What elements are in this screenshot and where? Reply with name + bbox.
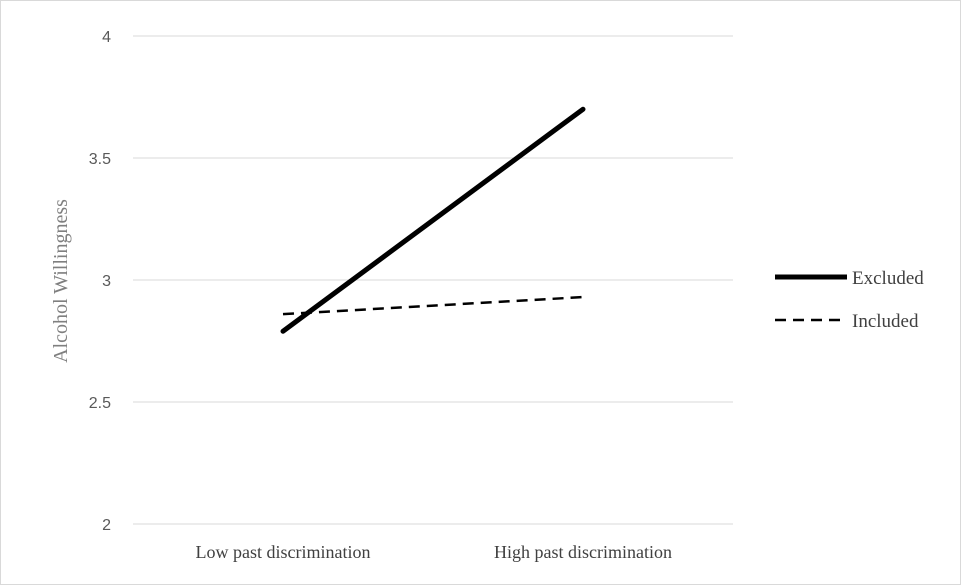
y-tick-label: 3 — [102, 273, 111, 290]
gridlines — [133, 35, 733, 525]
y-tick-label: 4 — [102, 29, 111, 46]
y-tick-label: 2 — [102, 517, 111, 534]
legend-label-included: Included — [852, 311, 919, 332]
series-line-included — [282, 295, 584, 316]
series-line-excluded — [280, 106, 586, 334]
x-category-label: High past discrimination — [494, 542, 672, 562]
legend: Excluded Included — [775, 268, 924, 332]
y-tick-label: 2.5 — [89, 395, 111, 412]
y-axis-title: Alcohol Willingness — [50, 199, 72, 363]
legend-label-excluded: Excluded — [852, 268, 924, 289]
series-lines — [280, 106, 586, 334]
x-category-label: Low past discrimination — [196, 542, 371, 562]
x-axis-categories: Low past discrimination High past discrim… — [196, 542, 672, 562]
y-tick-label: 3.5 — [89, 151, 111, 168]
y-axis-ticks: 2 2.5 3 3.5 4 — [89, 29, 111, 534]
